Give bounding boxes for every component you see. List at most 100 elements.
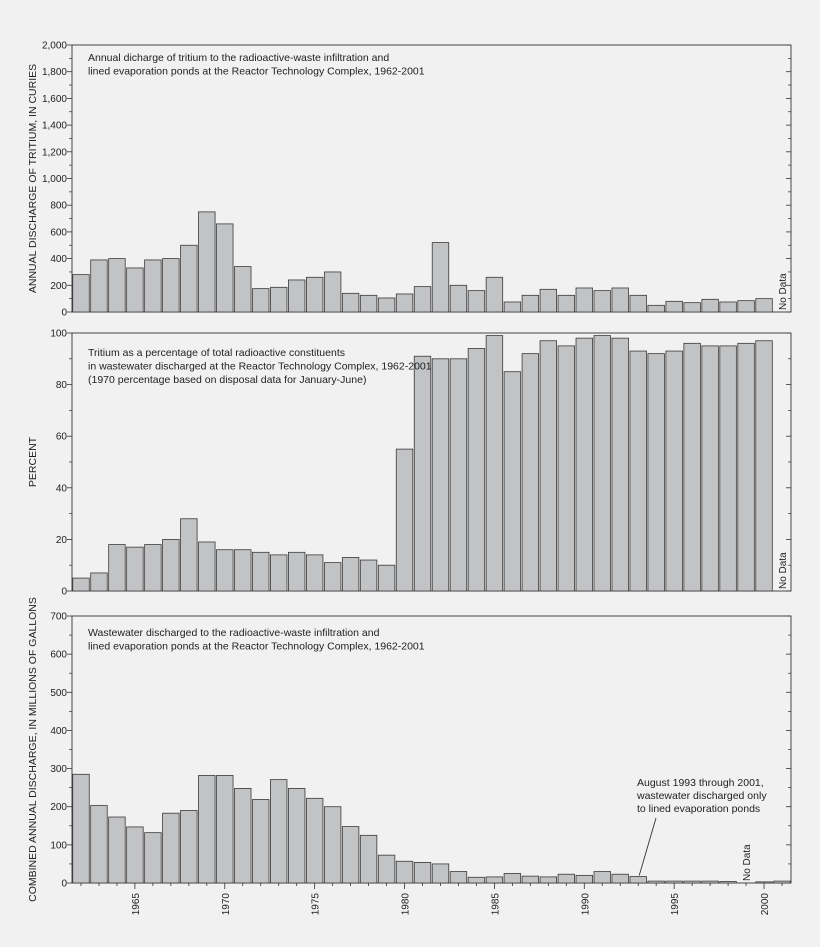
bar-1997 [701,345,719,592]
x-tick-label: 1980 [401,893,412,916]
bar-1996 [683,342,701,592]
bar-1972 [252,288,270,313]
plot-frame [71,44,792,313]
chart-panel-3: 0 100 200 300 400 500 600 700 No Data Wastewater … [27,597,792,916]
chart-panel-2: 0 20 40 60 80 100 No Data Tritium as a percenta… [27,329,792,598]
bar-1989 [557,345,575,592]
bar-1966 [144,259,162,313]
bar-2000 [755,881,773,884]
bar-1996 [683,880,701,884]
panel-title-line: Annual dicharge of tritium to the radioa… [88,52,389,64]
bar-2000 [755,298,773,313]
bar-1987 [521,353,540,592]
bar-1978 [359,834,378,884]
bar-1968 [180,518,198,592]
bar-1977 [341,826,360,884]
bar-1984 [467,876,486,884]
x-tick-label: 1975 [311,893,322,916]
y-axis-label: PERCENT [27,436,39,487]
bar-2000 [755,340,773,592]
bar-1984 [467,290,486,313]
bar-1995 [665,880,683,884]
bar-1962 [72,773,90,884]
panel-title-line: (1970 percentage based on disposal data … [88,374,366,386]
x-tick-label: 2000 [760,893,771,916]
bar-1980 [395,448,414,592]
bar-1969 [198,541,216,592]
bar-1971 [234,788,252,884]
bar-1998 [719,881,737,884]
bar-1995 [665,350,683,592]
bar-1982 [431,863,450,884]
bar-1965 [126,826,144,884]
bar-1981 [413,355,432,592]
bar-1977 [341,557,360,592]
bar-1986 [503,301,522,313]
bar-1974 [288,551,306,592]
bar-1996 [683,302,701,313]
bar-1998 [719,301,737,313]
bar-1988 [539,876,558,884]
bar-1980 [395,293,414,313]
x-tick-label: 1965 [131,893,142,916]
bar-1968 [180,244,198,313]
bar-1993 [629,350,647,592]
bar-1999 [737,300,755,313]
bar-1982 [431,242,450,313]
bar-1992 [611,287,629,313]
bar-1975 [305,554,324,592]
bar-1983 [449,358,468,592]
bar-1985 [485,276,504,313]
bar-1965 [126,546,144,592]
y-tick-label: 500 [50,688,67,699]
y-tick-label: 100 [50,329,67,340]
bar-1984 [467,348,486,592]
bar-1998 [719,345,737,592]
bar-1993 [629,876,647,884]
bar-1982 [431,358,450,592]
y-tick-label: 300 [50,764,67,775]
bar-1990 [575,337,593,592]
y-tick-label: 1,400 [42,121,67,132]
bar-1992 [611,873,629,884]
bar-1964 [108,258,126,313]
y-tick-label: 0 [61,308,67,319]
bar-1974 [288,279,306,313]
bar-1971 [234,266,252,313]
bar-1987 [521,294,540,313]
y-tick-label: 400 [50,726,67,737]
bar-1964 [108,544,126,592]
bar-1975 [305,797,324,884]
annotation-line: August 1993 through 2001, [637,777,764,789]
y-tick-label: 100 [50,840,67,851]
bar-1989 [557,873,575,884]
bar-1970 [216,549,234,592]
y-tick-label: 0 [61,587,67,598]
bar-1976 [323,271,342,313]
y-tick-label: 800 [50,201,67,212]
no-data-label: No Data [778,552,789,589]
panel-title-line: in wastewater discharged at the Reactor … [88,361,432,373]
bar-1963 [90,259,108,313]
bar-1983 [449,871,468,884]
y-axis-label: COMBINED ANNUAL DISCHARGE, IN MILLIONS O… [27,597,39,902]
bar-1993 [629,294,647,313]
y-tick-label: 2,000 [42,41,67,52]
bar-1967 [162,258,180,313]
y-tick-label: 200 [50,281,67,292]
no-data-label: No Data [778,273,789,310]
plot-frame [71,615,792,884]
bar-1997 [701,298,719,313]
bar-1986 [503,873,522,884]
bar-1992 [611,337,629,592]
y-axis-label: ANNUAL DISCHARGE OF TRITIUM, IN CURIES [27,64,39,293]
bar-1962 [72,577,90,592]
y-tick-label: 40 [56,483,68,494]
bar-1973 [270,286,288,313]
bar-1973 [270,554,288,592]
bar-1981 [413,862,432,884]
y-tick-label: 1,600 [42,94,67,105]
bar-1985 [485,335,504,592]
bar-1988 [539,288,558,313]
bar-1972 [252,799,270,884]
